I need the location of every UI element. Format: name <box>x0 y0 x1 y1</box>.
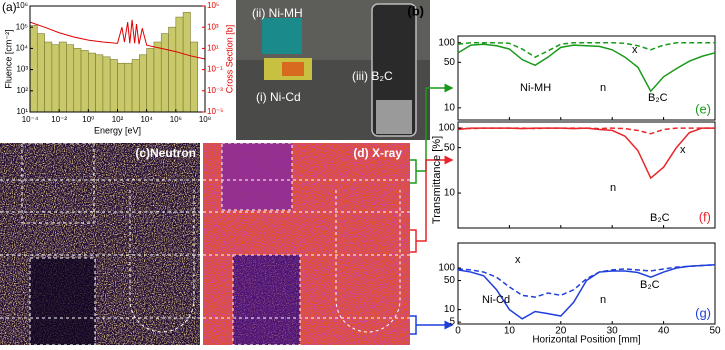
series-line <box>457 127 715 180</box>
x-tick-label: 10⁶ <box>170 115 182 124</box>
series-annotation: n <box>610 182 616 194</box>
series-line <box>457 43 716 93</box>
y2-tick-label: 10⁻⁵ <box>207 107 223 116</box>
annotation: B₂C <box>648 92 668 104</box>
histogram-bar <box>153 41 162 113</box>
histogram-bar <box>73 48 82 113</box>
panel-label: (f) <box>699 209 711 224</box>
y-tick-label: 10⁵ <box>16 22 28 31</box>
y-tick-label: 50 <box>444 142 456 153</box>
histogram-bar <box>95 54 104 113</box>
series-line <box>457 263 716 320</box>
histogram-bar <box>190 41 199 113</box>
x-tick-label: 10⁻² <box>51 115 67 124</box>
y2-tick-label: 10⁻¹ <box>207 65 223 74</box>
cross-section-line <box>29 19 206 60</box>
xray-image: (d) X-ray <box>203 142 410 346</box>
x-tick-label: 10 <box>504 326 516 337</box>
y-tick-label: 10² <box>16 86 28 95</box>
y-tick-label: 50 <box>444 275 456 286</box>
histogram-bar <box>88 52 96 113</box>
y-tick-label: 10⁴ <box>16 44 29 53</box>
y2-axis-label: Cross Section [b] <box>224 25 234 94</box>
y2-tick-label: 10³ <box>207 22 219 31</box>
series-annotation: x <box>632 44 638 56</box>
panel-label: (c)Neutron <box>135 146 196 160</box>
series-annotation: n <box>600 294 606 306</box>
histogram-bar <box>109 59 118 113</box>
histogram-bar <box>160 33 169 113</box>
annotation: Ni-MH <box>520 82 551 94</box>
x-tick-label: 10⁰ <box>82 115 94 124</box>
x-tick-label: 30 <box>607 326 619 337</box>
series-line <box>457 42 715 59</box>
y-tick-label: 10 <box>444 102 456 113</box>
y-tick-label: 100 <box>438 263 455 274</box>
histogram-bar <box>58 41 67 113</box>
histogram-bar <box>29 25 38 113</box>
panel-label: (e) <box>695 101 711 116</box>
x-tick-label: 10⁸ <box>199 115 211 124</box>
panel-label: (g) <box>695 305 711 320</box>
histogram-bar <box>124 62 133 113</box>
y-tick-label: 10⁶ <box>16 1 28 10</box>
x-tick-label: 10⁴ <box>140 115 153 124</box>
annotation: B₂C <box>640 279 660 291</box>
photo-panel: (b) (ii) Ni-MH (iii) B₂C (i) Ni-Cd <box>236 0 430 140</box>
photo-label: (iii) B₂C <box>352 69 393 83</box>
histogram-bar <box>131 59 140 113</box>
x-tick-label: 10² <box>112 115 124 124</box>
panel-label: (a) <box>2 0 17 14</box>
y-tick-label: 10³ <box>16 65 28 74</box>
y-axis-label: Fluence [cm⁻²] <box>3 29 13 88</box>
connectors <box>410 88 452 335</box>
y-tick-label: 10¹ <box>16 107 28 116</box>
histogram-bar <box>175 16 184 113</box>
x-tick-label: 40 <box>658 326 670 337</box>
x-tick-label: 0 <box>455 326 461 337</box>
y-tick-label: 10 <box>444 188 456 199</box>
series-line <box>457 127 715 135</box>
histogram-bar <box>36 33 45 113</box>
histogram-bar <box>102 56 111 113</box>
axes-frame <box>457 242 716 325</box>
series-annotation: n <box>600 82 606 94</box>
axes-frame <box>457 121 716 229</box>
axes-frame <box>457 35 716 121</box>
histogram-bar <box>51 44 60 113</box>
series-annotation: x <box>515 254 521 266</box>
y2-tick-label: 10⁵ <box>207 1 219 10</box>
histogram-bar <box>66 44 75 113</box>
histogram-bar <box>44 41 53 113</box>
x-tick-label: 50 <box>709 326 721 337</box>
y-tick-label: 5 <box>449 317 455 328</box>
photo-label: (ii) Ni-MH <box>252 6 303 20</box>
neutron-image: (c)Neutron <box>0 142 200 346</box>
y-tick-label: 100 <box>438 123 455 134</box>
histogram-bar <box>80 50 89 113</box>
panel-label: (d) X-ray <box>353 146 402 160</box>
panel-label: (b) <box>407 3 424 18</box>
annotation: B₂C <box>650 212 670 224</box>
histogram-bar <box>139 54 147 113</box>
x-tick-label: 10⁻⁴ <box>22 115 39 124</box>
histogram-bar <box>117 62 126 113</box>
annotation: Ni-Cd <box>482 294 510 306</box>
series-annotation: x <box>680 144 686 156</box>
x-axis-label: Horizontal Position [mm] <box>532 335 641 345</box>
x-axis-label: Energy [eV] <box>94 125 141 135</box>
photo-label: (i) Ni-Cd <box>256 90 301 104</box>
histogram-bar <box>182 12 191 113</box>
y-axis-label: Transmittance [%] <box>431 136 443 224</box>
histogram-bar <box>146 48 155 113</box>
y-tick-label: 100 <box>438 37 455 48</box>
y2-tick-label: 10⁻³ <box>207 86 223 95</box>
y-tick-label: 10 <box>444 304 456 315</box>
x-tick-label: 20 <box>555 326 567 337</box>
y2-tick-label: 10¹ <box>207 44 219 53</box>
histogram-bar <box>168 26 177 113</box>
y-tick-label: 50 <box>444 57 456 68</box>
